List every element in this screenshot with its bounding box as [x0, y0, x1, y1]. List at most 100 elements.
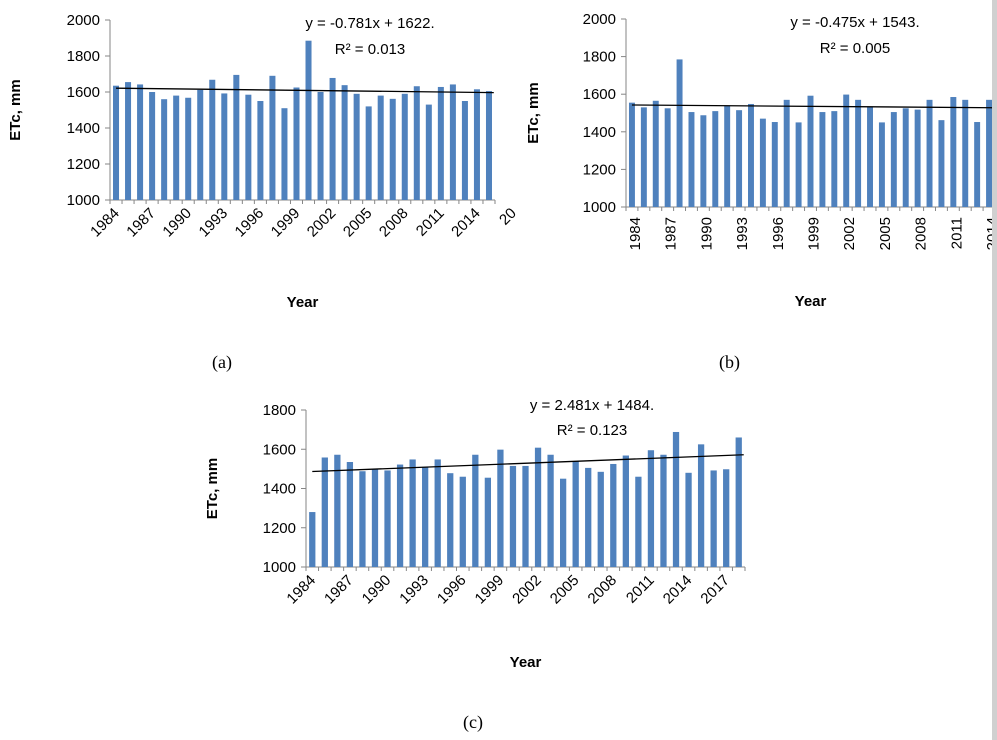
x-tick-label: 2008 [376, 205, 412, 241]
bar-1994 [748, 103, 754, 207]
x-tick-label: 1984 [283, 572, 319, 608]
bar-1991 [197, 89, 204, 200]
bar-2009 [413, 86, 420, 200]
trend-equation: y = -0.781x + 1622. [305, 15, 434, 32]
x-axis-title: Year [287, 294, 319, 311]
bar-2014 [986, 99, 993, 207]
bar-1997 [472, 454, 479, 567]
bar-2010 [635, 476, 642, 567]
bar-2013 [672, 431, 680, 567]
bar-2016 [710, 470, 717, 567]
bar-2018 [735, 437, 742, 567]
x-tick-label: 1987 [663, 217, 680, 250]
bar-2010 [938, 120, 945, 207]
x-tick-label: 2002 [304, 205, 340, 241]
panel-label-a: (a) [212, 352, 232, 372]
chart-b: 1000 1200 1400 1600 1800 2000 1984 1987 1990 1993… [525, 11, 997, 310]
trendline [312, 454, 744, 473]
bar-2007 [597, 471, 604, 567]
bar-2005 [365, 106, 372, 200]
bar-2000 [819, 112, 826, 207]
bar-1986 [137, 84, 144, 200]
bar-2004 [559, 478, 567, 567]
x-tick-label: 1984 [87, 205, 123, 241]
y-tick-label: 1600 [583, 86, 616, 103]
x-tick-label: 1996 [434, 572, 470, 608]
trend-equation: y = 2.481x + 1484. [530, 397, 654, 414]
bar-2000 [305, 40, 312, 201]
bar-1993 [221, 93, 228, 200]
bar-1989 [688, 112, 695, 207]
bar-2013 [974, 122, 981, 207]
bar-1999 [497, 449, 504, 567]
bar-1986 [334, 454, 341, 567]
r-squared: R² = 0.005 [820, 40, 890, 57]
bar-1984 [309, 512, 316, 567]
y-tick-label: 1200 [67, 156, 100, 173]
trendline [631, 104, 994, 109]
trend-equation: y = -0.475x + 1543. [790, 14, 919, 31]
bar-2012 [449, 84, 456, 200]
x-axis-title: Year [510, 654, 542, 671]
x-tick-label: 2005 [877, 217, 894, 250]
x-tick-label: 2002 [509, 572, 545, 608]
bar-2013 [461, 101, 468, 200]
y-tick-label: 1800 [263, 402, 296, 419]
bar-2004 [353, 93, 360, 200]
bar-2003 [341, 85, 348, 200]
y-axis-title: ETc, mm [7, 79, 24, 140]
y-tick-label: 1000 [67, 192, 100, 209]
bar-2011 [950, 97, 957, 207]
x-tick-label: 1990 [698, 217, 715, 250]
x-tick-label: 2014 [660, 572, 696, 608]
bar-2014 [685, 472, 692, 567]
bar-1998 [281, 108, 288, 200]
x-tick-label: 2011 [413, 205, 448, 240]
bar-2017 [723, 469, 730, 567]
x-tick-label: 2008 [913, 217, 930, 250]
y-tick-label: 1000 [583, 199, 616, 216]
bar-1989 [371, 469, 379, 567]
trendline [116, 87, 494, 94]
bar-2001 [831, 111, 838, 207]
x-tick-label: 1990 [359, 572, 395, 608]
bar-1984 [628, 102, 635, 207]
bar-1985 [321, 457, 328, 567]
y-tick-label: 1800 [583, 49, 616, 66]
bar-1995 [447, 473, 454, 567]
y-tick-label: 1400 [583, 124, 616, 141]
bar-2008 [914, 109, 921, 207]
bar-1991 [712, 111, 719, 207]
x-tick-label: 1993 [196, 205, 232, 241]
x-tick-label: 2014 [448, 205, 484, 241]
bar-2002 [329, 77, 336, 200]
bar-2002 [843, 94, 850, 207]
bar-2006 [377, 95, 384, 200]
x-tick-label: 1996 [770, 217, 787, 250]
bar-1993 [422, 466, 429, 567]
y-tick-label: 2000 [67, 12, 100, 29]
bar-2003 [547, 454, 554, 567]
x-tick-label: 1999 [805, 217, 822, 250]
bar-1987 [346, 462, 354, 567]
x-tick-label: 1999 [472, 572, 508, 608]
x-tick-label: 2008 [585, 572, 621, 608]
bar-2010 [425, 104, 432, 200]
y-tick-label: 1000 [263, 559, 296, 576]
x-tick-label: 2017 [697, 572, 733, 608]
chart-c: 1000 1200 1400 1600 1800 1984 1987 1990 1993 1996… [204, 397, 746, 671]
y-tick-label: 1600 [67, 84, 100, 101]
x-tick-label: 1999 [268, 205, 304, 241]
bar-2001 [317, 92, 324, 200]
bar-2015 [485, 91, 492, 200]
bar-2003 [855, 99, 862, 207]
bar-1994 [233, 74, 240, 200]
bar-1995 [245, 94, 252, 200]
bar-2002 [534, 447, 542, 567]
bar-2007 [902, 108, 909, 207]
bar-2008 [610, 463, 617, 567]
bar-1999 [807, 95, 814, 207]
bar-1988 [359, 471, 366, 567]
x-tick-label: 2011 [623, 572, 658, 607]
bar-2012 [962, 99, 969, 207]
